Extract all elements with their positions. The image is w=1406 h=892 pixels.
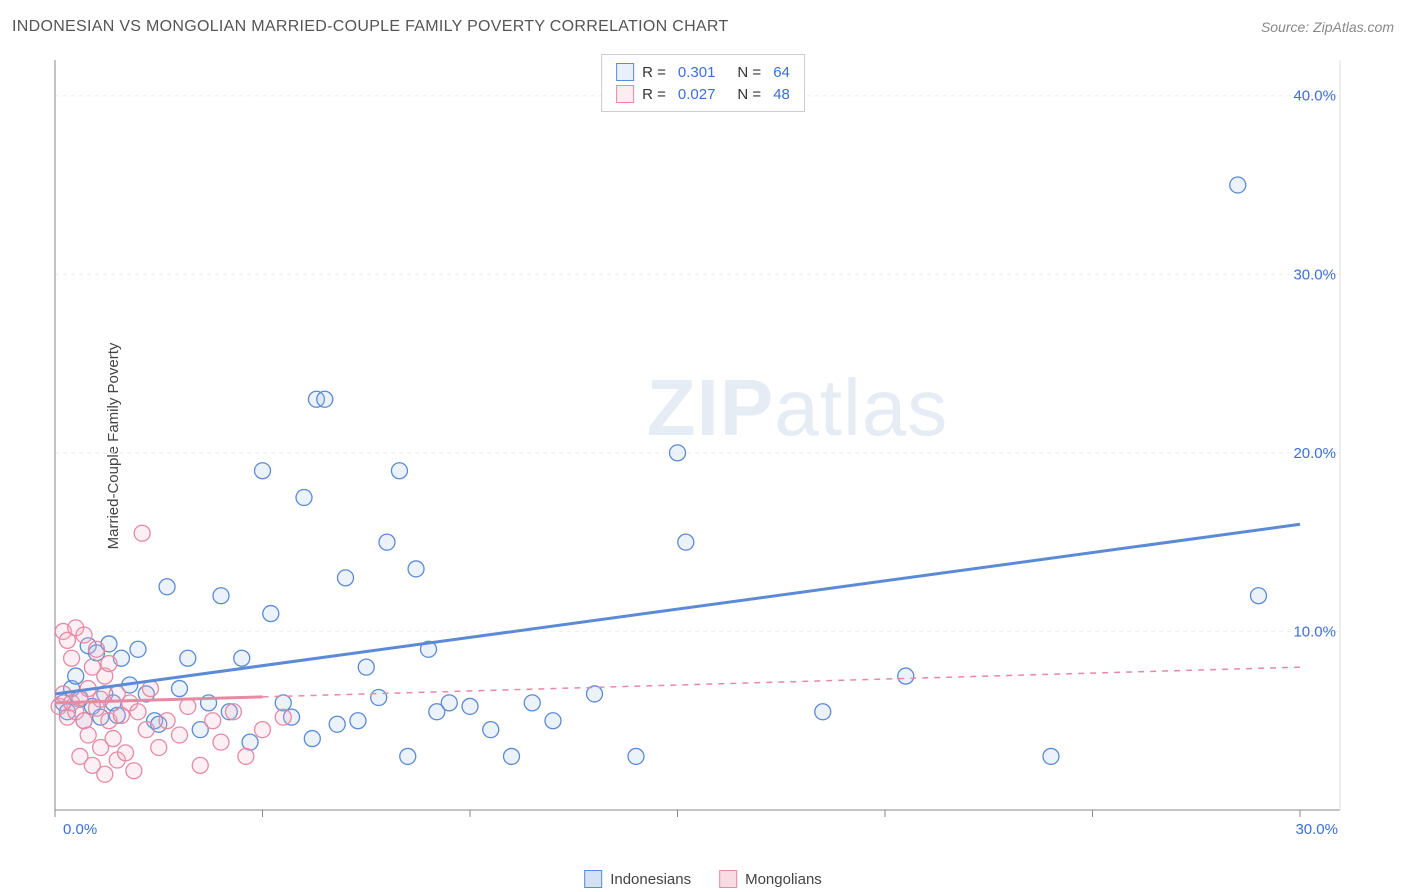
data-point [275,709,291,725]
legend-swatch [584,870,602,888]
trend-line [55,524,1300,694]
data-point [408,561,424,577]
data-point [238,748,254,764]
data-point [97,766,113,782]
data-point [462,698,478,714]
legend-swatch [616,85,634,103]
data-point [205,713,221,729]
legend-swatch [719,870,737,888]
data-point [134,525,150,541]
data-point [441,695,457,711]
data-point [275,695,291,711]
data-point [68,668,84,684]
data-point [483,722,499,738]
data-point [815,704,831,720]
n-value: 48 [773,86,790,103]
data-point [80,727,96,743]
plot-svg: ZIPatlas 0.0% 30.0% 10.0% 20.0% 30.0% 40.0% [50,50,1350,840]
r-label: R = [642,64,666,81]
data-point [628,748,644,764]
data-point [400,748,416,764]
legend-correlation-row: R = 0.301 N = 64 [616,61,790,83]
data-point [180,698,196,714]
data-point [670,445,686,461]
data-point [105,731,121,747]
data-point [1043,748,1059,764]
svg-text:30.0%: 30.0% [1295,821,1338,838]
correlation-legend: R = 0.301 N = 64 R = 0.027 N = 48 [601,54,805,112]
data-point [159,579,175,595]
data-point [504,748,520,764]
chart-title: INDONESIAN VS MONGOLIAN MARRIED-COUPLE F… [12,18,729,36]
legend-correlation-row: R = 0.027 N = 48 [616,83,790,105]
data-point [296,490,312,506]
data-point [304,731,320,747]
data-point [350,713,366,729]
data-point [317,391,333,407]
n-value: 64 [773,64,790,81]
svg-text:ZIPatlas: ZIPatlas [647,363,948,452]
scatter-plot: ZIPatlas 0.0% 30.0% 10.0% 20.0% 30.0% 40.0% [50,50,1350,840]
data-point [1251,588,1267,604]
data-point [898,668,914,684]
legend-series-item: Indonesians [584,870,691,888]
data-point [159,713,175,729]
data-point [101,656,117,672]
series-legend: Indonesians Mongolians [584,870,822,888]
svg-text:10.0%: 10.0% [1293,623,1336,640]
data-point [213,734,229,750]
data-point [225,704,241,720]
r-value: 0.027 [678,86,716,103]
svg-text:0.0%: 0.0% [63,821,97,838]
data-point [64,650,80,666]
data-point [242,734,258,750]
data-point [678,534,694,550]
data-point [172,681,188,697]
svg-text:40.0%: 40.0% [1293,88,1336,105]
data-point [76,627,92,643]
data-point [358,659,374,675]
data-point [234,650,250,666]
data-point [338,570,354,586]
legend-series-label: Mongolians [745,871,822,888]
n-label: N = [737,86,761,103]
data-point [524,695,540,711]
data-point [130,704,146,720]
data-point [93,691,109,707]
legend-swatch [616,63,634,81]
data-point [329,716,345,732]
r-value: 0.301 [678,64,716,81]
source-attribution: Source: ZipAtlas.com [1261,19,1394,35]
data-point [151,740,167,756]
svg-text:20.0%: 20.0% [1293,445,1336,462]
data-point [172,727,188,743]
data-point [379,534,395,550]
legend-series-item: Mongolians [719,870,822,888]
data-point [180,650,196,666]
data-point [126,763,142,779]
legend-series-label: Indonesians [610,871,691,888]
data-point [118,745,134,761]
svg-text:30.0%: 30.0% [1293,266,1336,283]
data-point [263,606,279,622]
data-point [1230,177,1246,193]
data-point [391,463,407,479]
data-point [213,588,229,604]
data-point [255,463,271,479]
r-label: R = [642,86,666,103]
data-point [545,713,561,729]
data-point [76,713,92,729]
data-point [192,757,208,773]
data-point [138,722,154,738]
trend-line-extrapolated [263,667,1301,697]
data-point [89,641,105,657]
data-point [255,722,271,738]
data-point [587,686,603,702]
data-point [130,641,146,657]
n-label: N = [737,64,761,81]
data-point [371,690,387,706]
